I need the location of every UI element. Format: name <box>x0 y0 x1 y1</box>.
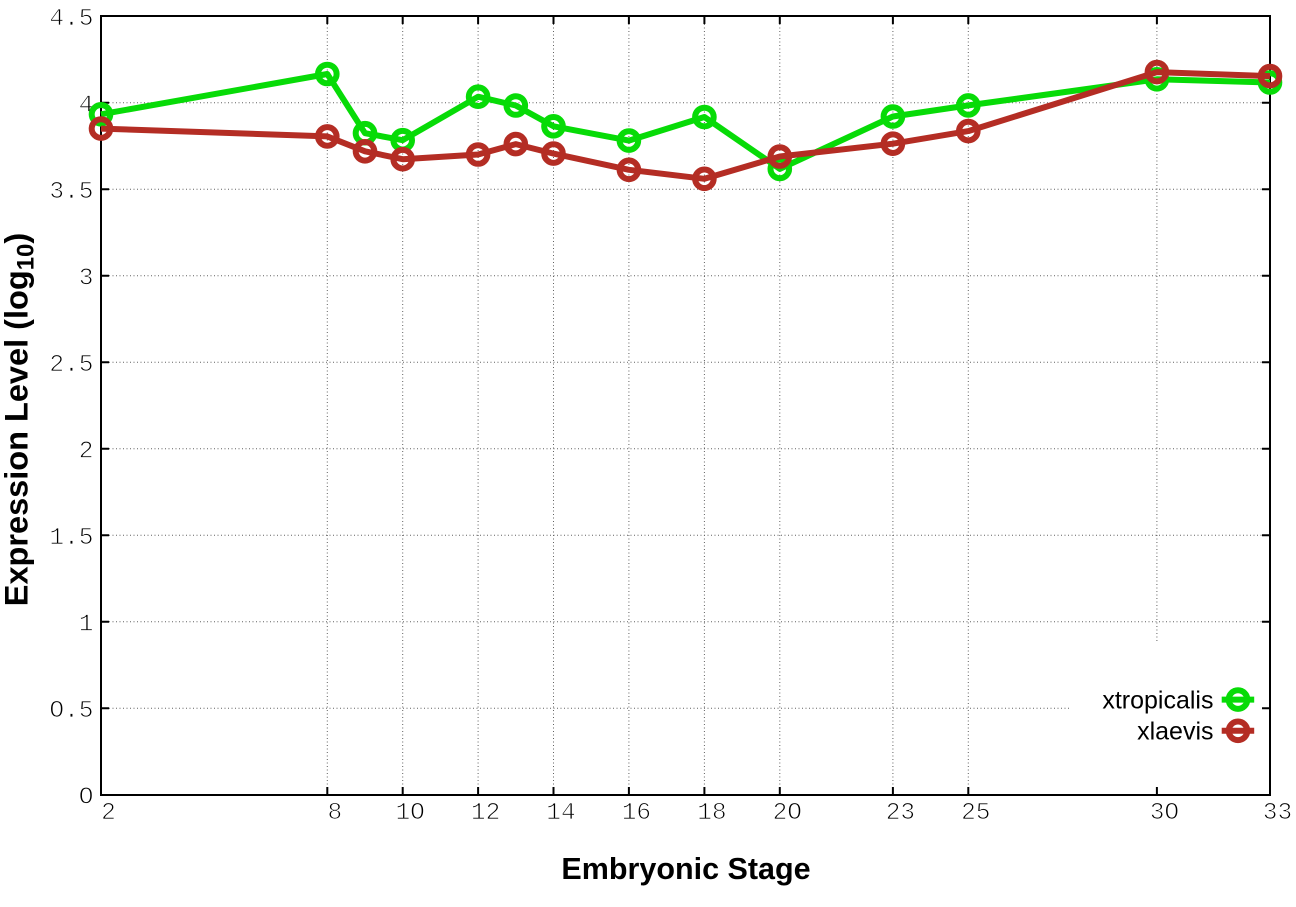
svg-text:Embryonic Stage: Embryonic Stage <box>561 852 810 886</box>
svg-text:23: 23 <box>886 800 915 827</box>
svg-text:4.5: 4.5 <box>49 6 93 33</box>
svg-text:3: 3 <box>79 265 94 292</box>
svg-text:1O: 1O <box>395 800 424 827</box>
svg-text:1: 1 <box>79 611 94 638</box>
svg-text:O: O <box>79 784 94 811</box>
svg-text:14: 14 <box>546 800 575 827</box>
svg-text:12: 12 <box>471 800 500 827</box>
svg-text:3O: 3O <box>1150 800 1179 827</box>
svg-text:16: 16 <box>622 800 651 827</box>
svg-text:33: 33 <box>1263 800 1292 827</box>
svg-text:2O: 2O <box>773 800 802 827</box>
svg-text:1.5: 1.5 <box>49 525 93 552</box>
svg-text:2.5: 2.5 <box>49 352 93 379</box>
svg-text:xlaevis: xlaevis <box>1137 718 1213 746</box>
svg-text:8: 8 <box>327 800 342 827</box>
svg-text:25: 25 <box>961 800 990 827</box>
svg-text:Expression Level (log10): Expression Level (log10) <box>0 233 40 606</box>
svg-text:3.5: 3.5 <box>49 179 93 206</box>
svg-text:O.5: O.5 <box>49 698 93 725</box>
svg-text:18: 18 <box>697 800 726 827</box>
svg-text:2: 2 <box>79 438 94 465</box>
svg-text:xtropicalis: xtropicalis <box>1102 686 1213 714</box>
svg-text:2: 2 <box>101 800 116 827</box>
